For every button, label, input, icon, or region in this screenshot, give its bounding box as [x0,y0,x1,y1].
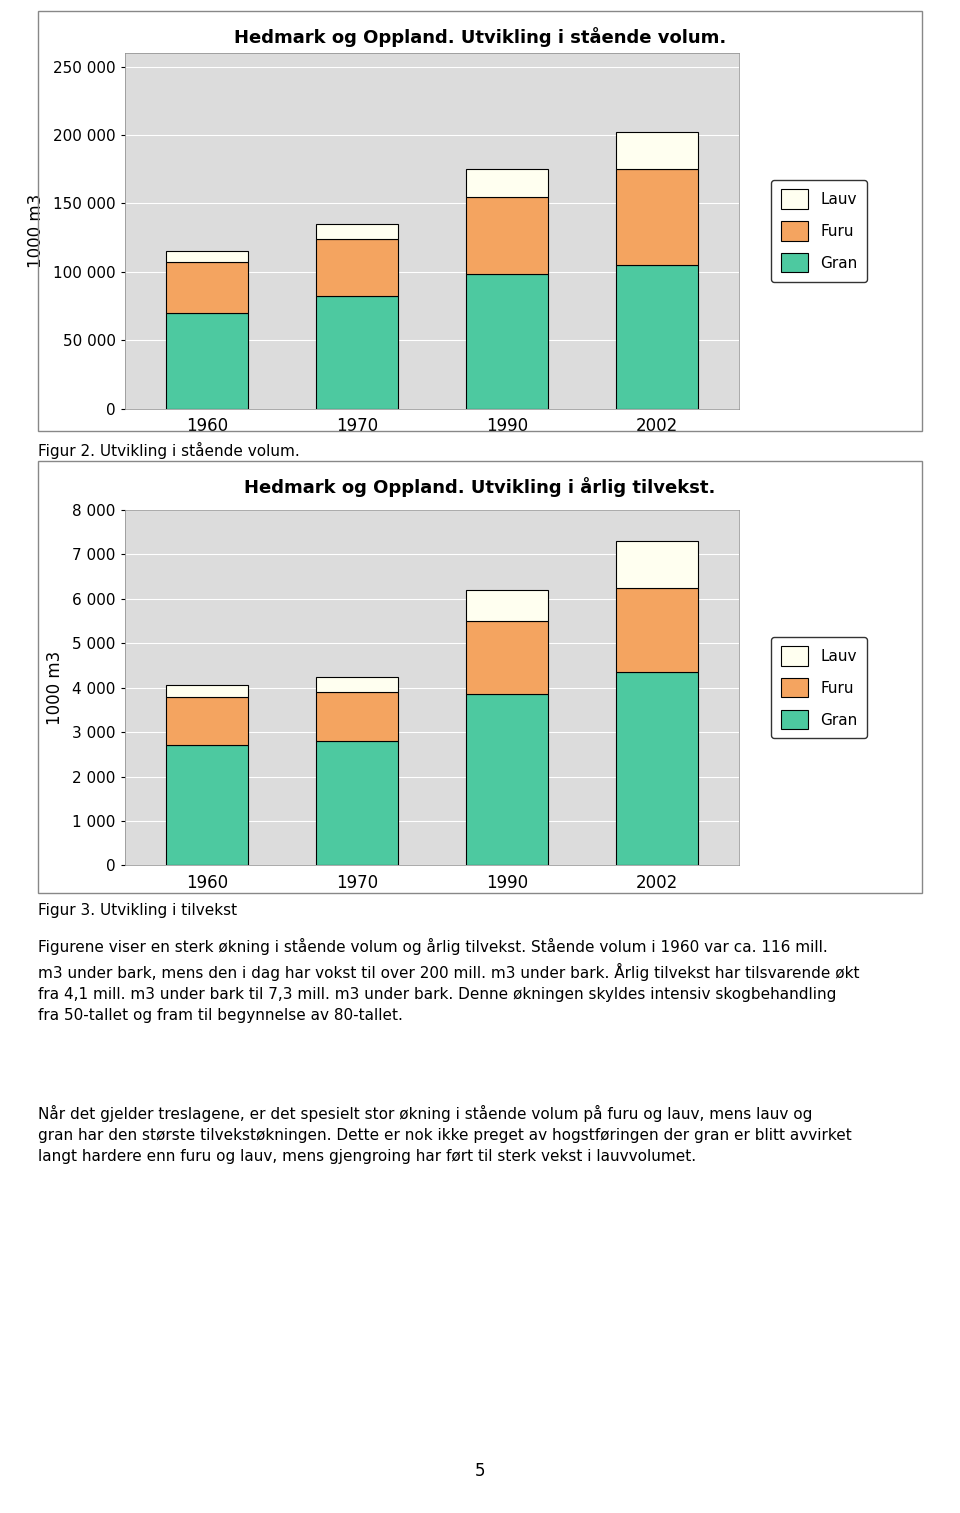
Text: Når det gjelder treslagene, er det spesielt stor økning i stående volum på furu : Når det gjelder treslagene, er det spesi… [38,1104,852,1163]
Bar [166,746,249,865]
Text: Figur 2. Utvikling i stående volum.: Figur 2. Utvikling i stående volum. [38,442,300,458]
Bar [466,197,548,274]
Text: Figur 3. Utvikling i tilvekst: Figur 3. Utvikling i tilvekst [38,903,237,918]
Bar [166,685,249,696]
Text: 5: 5 [475,1462,485,1480]
Text: Hedmark og Oppland. Utvikling i stående volum.: Hedmark og Oppland. Utvikling i stående … [234,27,726,47]
Bar [316,224,398,239]
Bar [615,265,698,409]
Bar [166,251,249,262]
Bar [615,132,698,169]
Bar [316,297,398,409]
Bar [466,169,548,197]
Bar [166,696,249,746]
Bar [166,313,249,409]
Bar [466,620,548,694]
Bar [466,590,548,620]
Bar [615,542,698,587]
Text: Hedmark og Oppland. Utvikling i årlig tilvekst.: Hedmark og Oppland. Utvikling i årlig ti… [244,477,716,496]
Y-axis label: 1000 m3: 1000 m3 [46,651,64,725]
Bar [316,676,398,691]
Text: Figurene viser en sterk økning i stående volum og årlig tilvekst. Stående volum : Figurene viser en sterk økning i stående… [38,938,860,1023]
Bar [615,587,698,672]
Legend: Lauv, Furu, Gran: Lauv, Furu, Gran [772,637,867,738]
Bar [316,239,398,297]
Y-axis label: 1000 m3: 1000 m3 [27,194,45,268]
Bar [466,694,548,865]
Bar [466,274,548,409]
Bar [316,741,398,865]
Bar [166,262,249,313]
Bar [316,691,398,741]
Legend: Lauv, Furu, Gran: Lauv, Furu, Gran [772,180,867,281]
Bar [615,672,698,865]
Bar [615,169,698,265]
